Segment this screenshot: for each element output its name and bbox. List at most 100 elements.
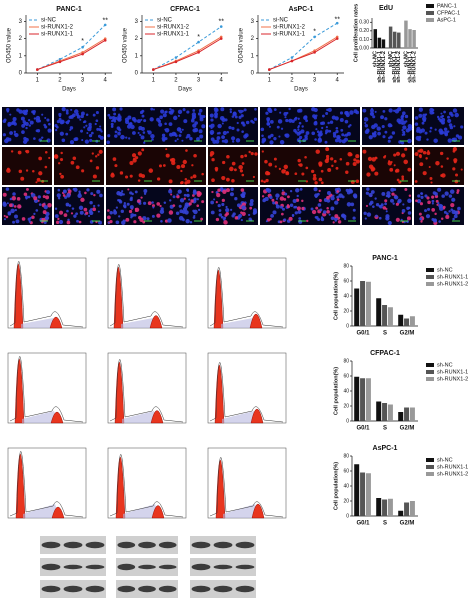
- g1-peak: [114, 362, 125, 424]
- point: [313, 51, 316, 54]
- cell: [306, 219, 309, 223]
- point: [197, 51, 200, 54]
- cell: [143, 119, 147, 123]
- s-phase: [121, 318, 158, 328]
- y-tick-label: 80: [343, 358, 349, 364]
- point: [58, 60, 62, 64]
- cell: [29, 120, 34, 125]
- cell: [291, 214, 295, 218]
- cell: [281, 207, 285, 211]
- cell: [221, 135, 225, 140]
- cell: [424, 194, 428, 198]
- cell: [120, 134, 125, 140]
- cell: [365, 204, 369, 208]
- cell: [390, 198, 394, 203]
- cell: [196, 137, 200, 141]
- cell: [269, 195, 273, 200]
- cell: [268, 125, 271, 128]
- cell: [58, 117, 62, 121]
- band: [138, 585, 156, 593]
- cell: [261, 195, 265, 198]
- cell: [114, 116, 118, 121]
- s-phase: [223, 504, 260, 518]
- cell: [380, 203, 384, 207]
- cell: [44, 151, 48, 154]
- cell: [401, 177, 405, 181]
- cell: [20, 176, 25, 181]
- cell: [211, 158, 215, 162]
- cell: [58, 210, 64, 215]
- cell: [274, 165, 277, 168]
- cell: [336, 198, 340, 202]
- cell: [112, 107, 117, 112]
- band: [117, 585, 136, 593]
- cell: [18, 169, 23, 174]
- cell: [384, 199, 388, 203]
- cell: [452, 108, 458, 113]
- point: [103, 23, 107, 27]
- cell: [285, 171, 290, 176]
- cell: [241, 173, 245, 177]
- cell: [262, 139, 266, 143]
- s-phase: [221, 318, 258, 328]
- band: [235, 585, 255, 593]
- cell: [316, 130, 320, 134]
- cell: [326, 195, 330, 200]
- cell: [372, 115, 376, 119]
- cell: [338, 193, 343, 198]
- cell: [107, 134, 111, 138]
- cell: [382, 135, 386, 139]
- g1-peak: [115, 457, 126, 519]
- cell: [75, 165, 80, 170]
- cell: [98, 149, 103, 154]
- cell: [181, 128, 184, 131]
- cell: [339, 118, 344, 123]
- cell: [217, 123, 222, 129]
- cell: [424, 131, 428, 135]
- cell: [164, 127, 170, 133]
- cell: [407, 211, 412, 215]
- cell: [325, 129, 329, 134]
- cell: [68, 115, 72, 119]
- cell: [279, 111, 282, 114]
- cell: [22, 139, 28, 145]
- bar: [365, 281, 371, 326]
- cell: [197, 112, 202, 116]
- cell: [115, 206, 118, 209]
- cell: [328, 129, 332, 133]
- cell: [90, 207, 93, 211]
- cell: [193, 209, 198, 215]
- cell: [10, 208, 15, 214]
- cell: [196, 204, 200, 207]
- cell: [416, 199, 422, 204]
- cell: [57, 197, 61, 200]
- point: [290, 59, 294, 63]
- cell: [128, 122, 132, 126]
- cell: [283, 164, 288, 170]
- cell: [450, 203, 455, 208]
- cell: [80, 197, 85, 203]
- cell: [447, 115, 450, 119]
- cell: [456, 189, 460, 193]
- cell: [279, 139, 285, 145]
- cell: [192, 128, 197, 133]
- cell: [425, 214, 431, 219]
- cell: [47, 128, 52, 133]
- cell: [177, 114, 181, 118]
- cell: [279, 196, 285, 201]
- cell: [42, 210, 47, 215]
- cell: [419, 202, 424, 206]
- cell: [119, 171, 124, 175]
- cell: [261, 150, 264, 153]
- point: [219, 25, 223, 28]
- cell: [240, 219, 243, 222]
- cell: [301, 125, 304, 128]
- cell: [376, 126, 381, 131]
- cell: [15, 219, 20, 224]
- cell: [260, 127, 265, 132]
- cell: [169, 132, 173, 137]
- y-tick-label: 80: [343, 453, 349, 459]
- micro-image: [54, 107, 104, 145]
- cell: [110, 122, 114, 126]
- cell: [330, 196, 335, 201]
